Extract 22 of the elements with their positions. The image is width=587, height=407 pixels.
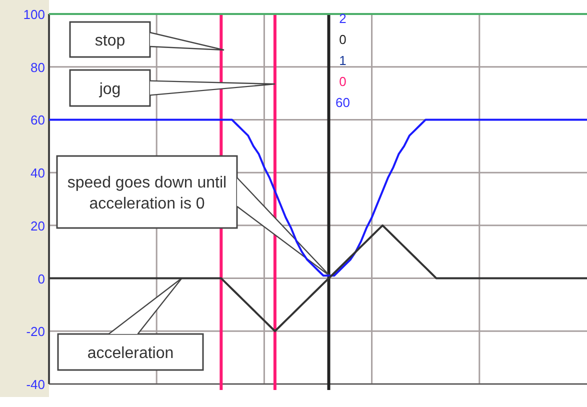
annotation: 2	[339, 11, 346, 26]
annotation: 0	[339, 74, 346, 89]
annotation: 0	[339, 32, 346, 47]
y-tick-label: 0	[38, 271, 45, 286]
y-tick-label: 60	[30, 112, 45, 128]
annotation: acceleration	[87, 345, 174, 362]
annotation: 1	[339, 53, 346, 68]
annotation: stop	[94, 32, 126, 50]
y-tick-label: 20	[30, 218, 45, 234]
y-tick-label: 100	[23, 7, 45, 22]
y-tick-label: 80	[30, 60, 45, 75]
y-tick-label: 40	[30, 166, 45, 181]
line-series	[48, 118, 587, 277]
callout-box: acceleration	[57, 277, 204, 371]
annotation: 60	[336, 95, 350, 110]
line-series	[48, 224, 587, 332]
annotation: speed goes down until acceleration is 0	[67, 174, 227, 212]
y-tick-label: -40	[26, 377, 45, 392]
callout-box: jog	[69, 69, 276, 107]
annotation: jog	[98, 81, 121, 98]
y-tick-label: -20	[26, 324, 45, 340]
callout-box: speed goes down until acceleration is 0	[56, 155, 331, 277]
